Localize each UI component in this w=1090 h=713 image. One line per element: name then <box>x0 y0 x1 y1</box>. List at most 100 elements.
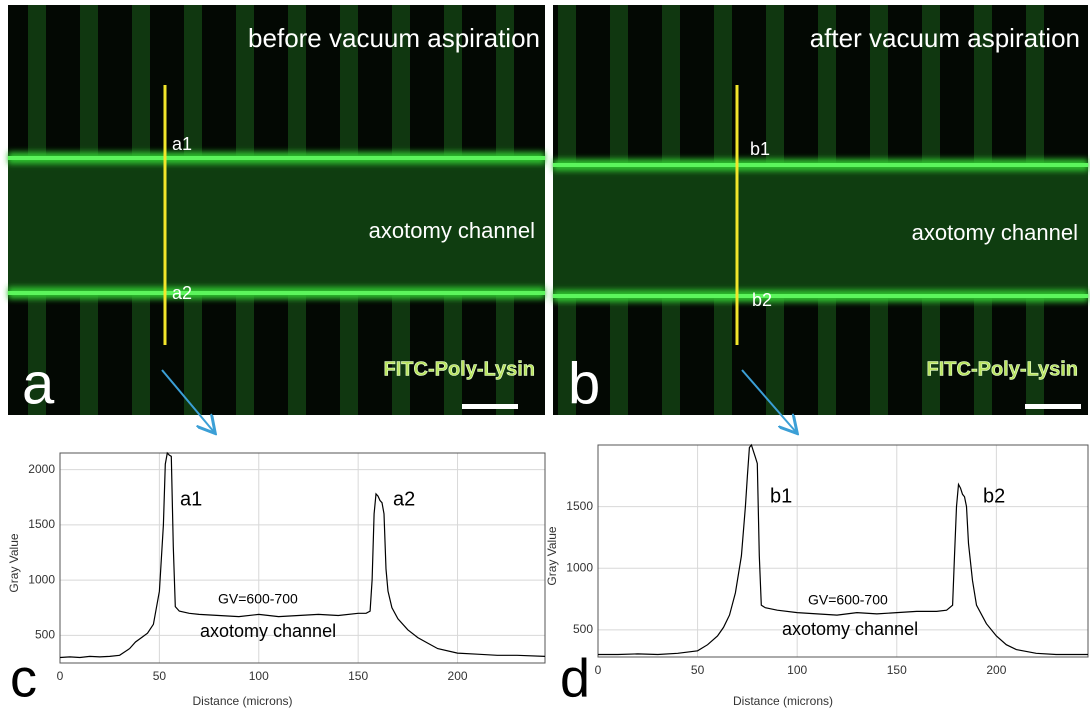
channel-edge <box>8 156 545 160</box>
plot-area <box>598 445 1088 657</box>
microgroove <box>288 293 306 415</box>
plot-frame <box>597 444 1089 658</box>
microgroove <box>236 293 254 415</box>
x-tick-label: 150 <box>348 669 368 683</box>
stain-label: FITC-Poly-Lysin <box>927 358 1078 380</box>
microgroove <box>184 293 202 415</box>
y-axis-label: Gray Value <box>7 533 21 592</box>
y-tick-label: 500 <box>573 622 593 636</box>
arrow <box>741 369 796 432</box>
microgroove <box>558 296 576 415</box>
microgroove <box>974 5 992 165</box>
microgroove <box>558 5 576 165</box>
x-tick-label: 100 <box>787 663 807 677</box>
microgroove <box>288 5 306 158</box>
x-tick-label: 200 <box>448 669 468 683</box>
microgroove <box>714 296 732 415</box>
channel-area <box>553 165 1088 296</box>
annotation: GV=600-700 <box>808 592 888 608</box>
stain-label: FITC-Poly-Lysin <box>384 358 535 380</box>
y-tick-label: 1000 <box>566 560 593 574</box>
microgroove <box>132 293 150 415</box>
microgroove <box>662 296 680 415</box>
x-tick-label: 50 <box>153 669 167 683</box>
microgroove <box>444 5 462 158</box>
x-tick-label: 50 <box>691 663 705 677</box>
annotation: GV=600-700 <box>218 591 298 607</box>
annotation: a1 <box>180 488 202 510</box>
microgroove <box>392 293 410 415</box>
x-tick-label: 0 <box>595 663 602 677</box>
y-tick-label: 1000 <box>28 572 55 586</box>
annotation: a2 <box>393 488 415 510</box>
microgroove <box>184 5 202 158</box>
micrographs: before vacuum aspiration a1 a2 axotomy chan… <box>8 5 1088 416</box>
x-tick-label: 0 <box>57 669 64 683</box>
y-tick-label: 500 <box>35 628 55 642</box>
annotation: b2 <box>983 485 1005 507</box>
microgroove <box>662 5 680 165</box>
x-axis-label: Distance (microns) <box>192 694 292 708</box>
microgroove <box>818 5 836 165</box>
point-label: a2 <box>172 283 192 303</box>
channel-area <box>8 158 545 293</box>
point-label: b2 <box>752 290 772 310</box>
microgroove <box>818 296 836 415</box>
x-axis-label: Distance (microns) <box>733 694 833 708</box>
microgroove <box>610 296 628 415</box>
microgroove <box>80 293 98 415</box>
panel-letter: c <box>10 648 37 708</box>
y-tick-label: 1500 <box>28 517 55 531</box>
channel-edge <box>8 291 545 295</box>
y-tick-label: 2000 <box>28 462 55 476</box>
microgroove <box>714 5 732 165</box>
channel-label: axotomy channel <box>369 218 535 243</box>
annotation: axotomy channel <box>782 619 918 639</box>
panel-letter: a <box>22 351 55 416</box>
microgroove <box>974 296 992 415</box>
panel-letter: b <box>568 351 600 416</box>
plot-frame <box>59 452 546 664</box>
microgroove <box>766 296 784 415</box>
y-axis-label: Gray Value <box>545 526 559 585</box>
x-tick-label: 150 <box>887 663 907 677</box>
plot-area <box>60 453 545 663</box>
scale-bar <box>462 404 518 409</box>
microgroove <box>922 5 940 165</box>
microgroove <box>922 296 940 415</box>
microgroove <box>28 293 46 415</box>
channel-edge <box>553 163 1088 167</box>
microgroove <box>80 5 98 158</box>
channel-edge <box>553 294 1088 298</box>
scale-bar <box>1025 404 1081 409</box>
microgroove <box>444 293 462 415</box>
microgroove <box>340 5 358 158</box>
microgroove <box>28 5 46 158</box>
microgroove <box>870 296 888 415</box>
profile-curve <box>59 451 546 659</box>
x-tick-label: 100 <box>249 669 269 683</box>
y-tick-label: 1500 <box>566 499 593 513</box>
panel-title: after vacuum aspiration <box>810 23 1080 53</box>
panel-title: before vacuum aspiration <box>248 23 540 53</box>
microgroove <box>132 5 150 158</box>
microgroove <box>870 5 888 165</box>
microgroove <box>392 5 410 158</box>
microgroove <box>1026 296 1044 415</box>
microgroove <box>766 5 784 165</box>
panel-letter: d <box>560 648 590 708</box>
microgroove <box>610 5 628 165</box>
annotation: b1 <box>770 485 792 507</box>
microgroove <box>496 5 514 158</box>
point-label: a1 <box>172 134 192 154</box>
channel-label: axotomy channel <box>912 220 1078 245</box>
microgroove <box>236 5 254 158</box>
profile-curve <box>598 443 1088 656</box>
microgroove <box>496 293 514 415</box>
annotation: axotomy channel <box>200 621 336 641</box>
point-label: b1 <box>750 139 770 159</box>
microgroove <box>340 293 358 415</box>
microgroove <box>1026 5 1044 165</box>
